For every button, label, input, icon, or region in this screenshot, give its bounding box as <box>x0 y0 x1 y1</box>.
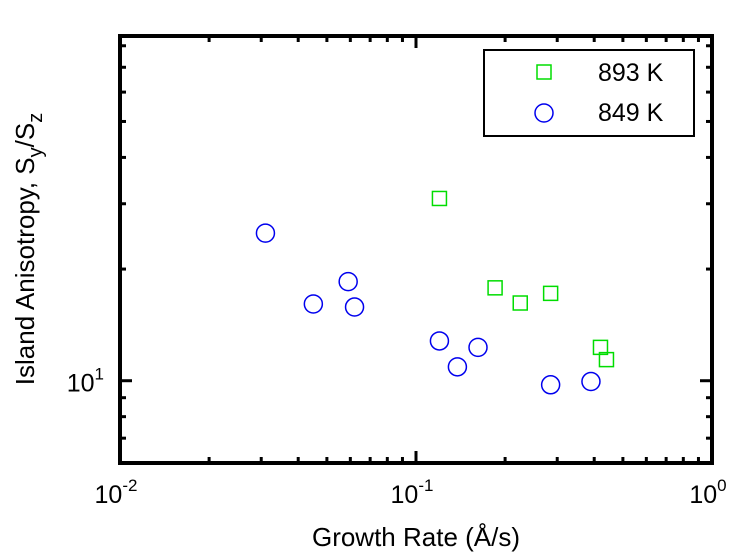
legend: 893 K 849 K <box>483 49 695 137</box>
legend-label-893k: 893 K <box>598 59 664 87</box>
plot-frame <box>118 34 714 465</box>
y-tick-label-exponent: 1 <box>95 365 104 384</box>
point-893k <box>487 280 503 296</box>
legend-marker-893k <box>536 64 552 80</box>
x-tick-label: 10-2 <box>95 476 138 509</box>
y-axis-label-sub-z: z <box>25 113 47 123</box>
point-893k <box>592 339 609 356</box>
data-points <box>255 190 615 395</box>
point-849k <box>540 375 561 395</box>
point-893k <box>542 285 559 302</box>
x-tick-label-exponent: -1 <box>418 476 433 495</box>
x-axis-label: Growth Rate (Å/s) <box>312 522 520 552</box>
y-axis-label: Island Anisotropy, Sy/Sz <box>10 113 47 385</box>
y-tick-label-base: 10 <box>67 370 95 398</box>
point-849k <box>447 357 468 377</box>
point-893k <box>431 190 448 207</box>
x-tick-label: 100 <box>689 476 726 509</box>
point-849k <box>581 371 601 392</box>
point-849k <box>468 337 488 358</box>
point-893k <box>598 351 615 368</box>
point-893k <box>512 295 528 311</box>
y-axis-label-main: Island Anisotropy, S <box>10 157 40 385</box>
point-849k <box>344 297 365 317</box>
y-tick-label: 101 <box>67 365 104 398</box>
legend-label-849k: 849 K <box>598 99 664 127</box>
legend-box <box>483 49 695 137</box>
x-tick-label: 10-1 <box>391 476 434 509</box>
x-tick-label-base: 10 <box>689 481 717 509</box>
y-axis-label-slash: /S <box>10 123 40 148</box>
x-tick-label-base: 10 <box>95 481 123 509</box>
legend-marker-849k <box>534 103 554 123</box>
x-tick-label-base: 10 <box>391 481 419 509</box>
x-tick-label-exponent: 0 <box>717 476 726 495</box>
x-tick-label-exponent: -2 <box>122 476 137 495</box>
point-849k <box>303 294 324 314</box>
point-849k <box>338 271 358 292</box>
point-849k <box>255 223 276 243</box>
point-849k <box>429 331 450 351</box>
y-axis-label-sub-y: y <box>25 147 47 157</box>
